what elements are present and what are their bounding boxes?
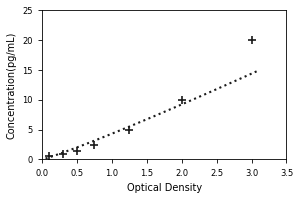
X-axis label: Optical Density: Optical Density (127, 183, 202, 193)
Y-axis label: Concentration(pg/mL): Concentration(pg/mL) (7, 31, 17, 139)
